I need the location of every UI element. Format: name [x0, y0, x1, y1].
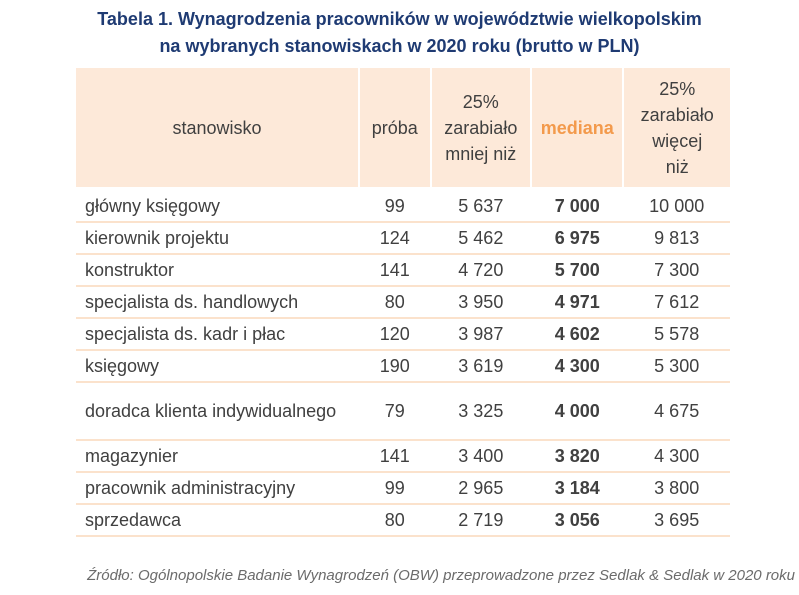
cell-p25: 5 637 — [430, 187, 532, 222]
cell-p75: 10 000 — [623, 187, 730, 222]
cell-p25: 5 462 — [430, 221, 532, 254]
table-row: magazynier 141 3 400 3 820 4 300 — [76, 439, 730, 472]
cell-mediana: 4 300 — [531, 349, 624, 382]
cell-mediana: 4 000 — [531, 381, 624, 440]
cell-mediana: 5 700 — [531, 253, 624, 286]
cell-mediana: 4 602 — [531, 317, 624, 350]
cell-stanowisko: księgowy — [76, 349, 359, 382]
table-row: specjalista ds. kadr i płac 120 3 987 4 602… — [76, 317, 730, 350]
header-p25: 25% zarabiało mniej niż — [429, 68, 532, 189]
cell-p75: 7 300 — [623, 253, 730, 286]
cell-proba: 80 — [358, 285, 431, 318]
title-line-1: Tabela 1. Wynagrodzenia pracowników w wo… — [97, 9, 702, 29]
table-row: główny księgowy 99 5 637 7 000 10 000 — [76, 187, 730, 222]
cell-p75: 4 675 — [623, 381, 730, 440]
cell-proba: 120 — [358, 317, 431, 350]
table-row: specjalista ds. handlowych 80 3 950 4 971 7 … — [76, 285, 730, 318]
cell-mediana: 3 184 — [531, 471, 624, 504]
cell-mediana: 7 000 — [531, 187, 624, 222]
cell-p75: 9 813 — [623, 221, 730, 254]
cell-p75: 3 800 — [623, 471, 730, 504]
cell-p75: 5 300 — [623, 349, 730, 382]
cell-mediana: 6 975 — [531, 221, 624, 254]
table-row: konstruktor 141 4 720 5 700 7 300 — [76, 253, 730, 286]
table-title: Tabela 1. Wynagrodzenia pracowników w wo… — [0, 6, 799, 60]
cell-stanowisko: pracownik administracyjny — [76, 471, 359, 504]
cell-p25: 3 987 — [430, 317, 532, 350]
cell-mediana: 3 820 — [531, 439, 624, 472]
cell-p25: 3 400 — [430, 439, 532, 472]
cell-p25: 3 950 — [430, 285, 532, 318]
cell-p75: 4 300 — [623, 439, 730, 472]
cell-proba: 99 — [358, 471, 431, 504]
table-row: kierownik projektu 124 5 462 6 975 9 813 — [76, 221, 730, 254]
cell-p25: 4 720 — [430, 253, 532, 286]
table-row: pracownik administracyjny 99 2 965 3 184 3 8… — [76, 471, 730, 504]
table-row: księgowy 190 3 619 4 300 5 300 — [76, 349, 730, 382]
header-p75: 25% zarabiało więcej niż — [622, 68, 730, 189]
cell-p25: 3 619 — [430, 349, 532, 382]
cell-p75: 5 578 — [623, 317, 730, 350]
cell-p75: 3 695 — [623, 503, 730, 537]
cell-proba: 99 — [358, 187, 431, 222]
cell-proba: 141 — [358, 439, 431, 472]
header-stanowisko: stanowisko — [76, 68, 359, 189]
cell-stanowisko: doradca klienta indywidualnego — [76, 381, 359, 440]
source-note: Źródło: Ogólnopolskie Badanie Wynagrodze… — [87, 567, 795, 584]
cell-proba: 190 — [358, 349, 431, 382]
cell-proba: 80 — [358, 503, 431, 537]
cell-stanowisko: specjalista ds. kadr i płac — [76, 317, 359, 350]
cell-proba: 141 — [358, 253, 431, 286]
table-row: sprzedawca 80 2 719 3 056 3 695 — [76, 503, 730, 537]
cell-p25: 2 965 — [430, 471, 532, 504]
cell-stanowisko: kierownik projektu — [76, 221, 359, 254]
cell-mediana: 3 056 — [531, 503, 624, 537]
cell-p25: 3 325 — [430, 381, 532, 440]
cell-proba: 124 — [358, 221, 431, 254]
cell-stanowisko: główny księgowy — [76, 187, 359, 222]
salary-table: stanowisko próba 25% zarabiało mniej niż m… — [76, 68, 730, 537]
cell-mediana: 4 971 — [531, 285, 624, 318]
header-mediana: mediana — [530, 68, 624, 189]
cell-p75: 7 612 — [623, 285, 730, 318]
cell-stanowisko: konstruktor — [76, 253, 359, 286]
title-line-2: na wybranych stanowiskach w 2020 roku (b… — [159, 36, 640, 56]
table-row: doradca klienta indywidualnego 79 3 325 4 0… — [76, 381, 730, 440]
cell-proba: 79 — [358, 381, 431, 440]
cell-p25: 2 719 — [430, 503, 532, 537]
cell-stanowisko: magazynier — [76, 439, 359, 472]
header-proba: próba — [357, 68, 431, 189]
header-row: stanowisko próba 25% zarabiało mniej niż m… — [76, 68, 730, 189]
cell-stanowisko: sprzedawca — [76, 503, 359, 537]
cell-stanowisko: specjalista ds. handlowych — [76, 285, 359, 318]
